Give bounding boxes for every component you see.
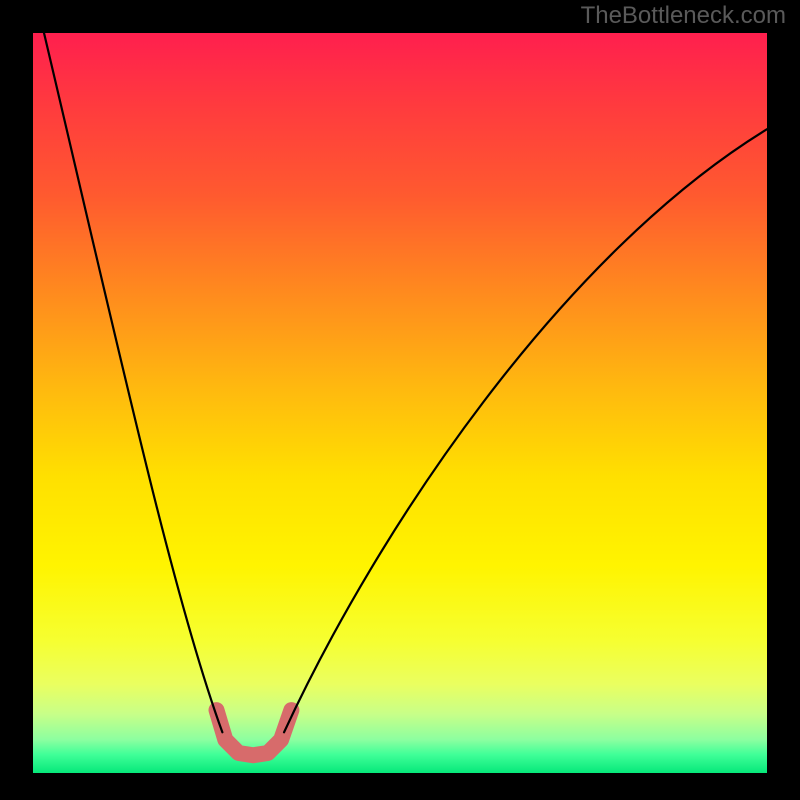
plot-background bbox=[33, 33, 767, 773]
bottleneck-chart bbox=[0, 0, 800, 800]
watermark-text: TheBottleneck.com bbox=[581, 2, 786, 30]
